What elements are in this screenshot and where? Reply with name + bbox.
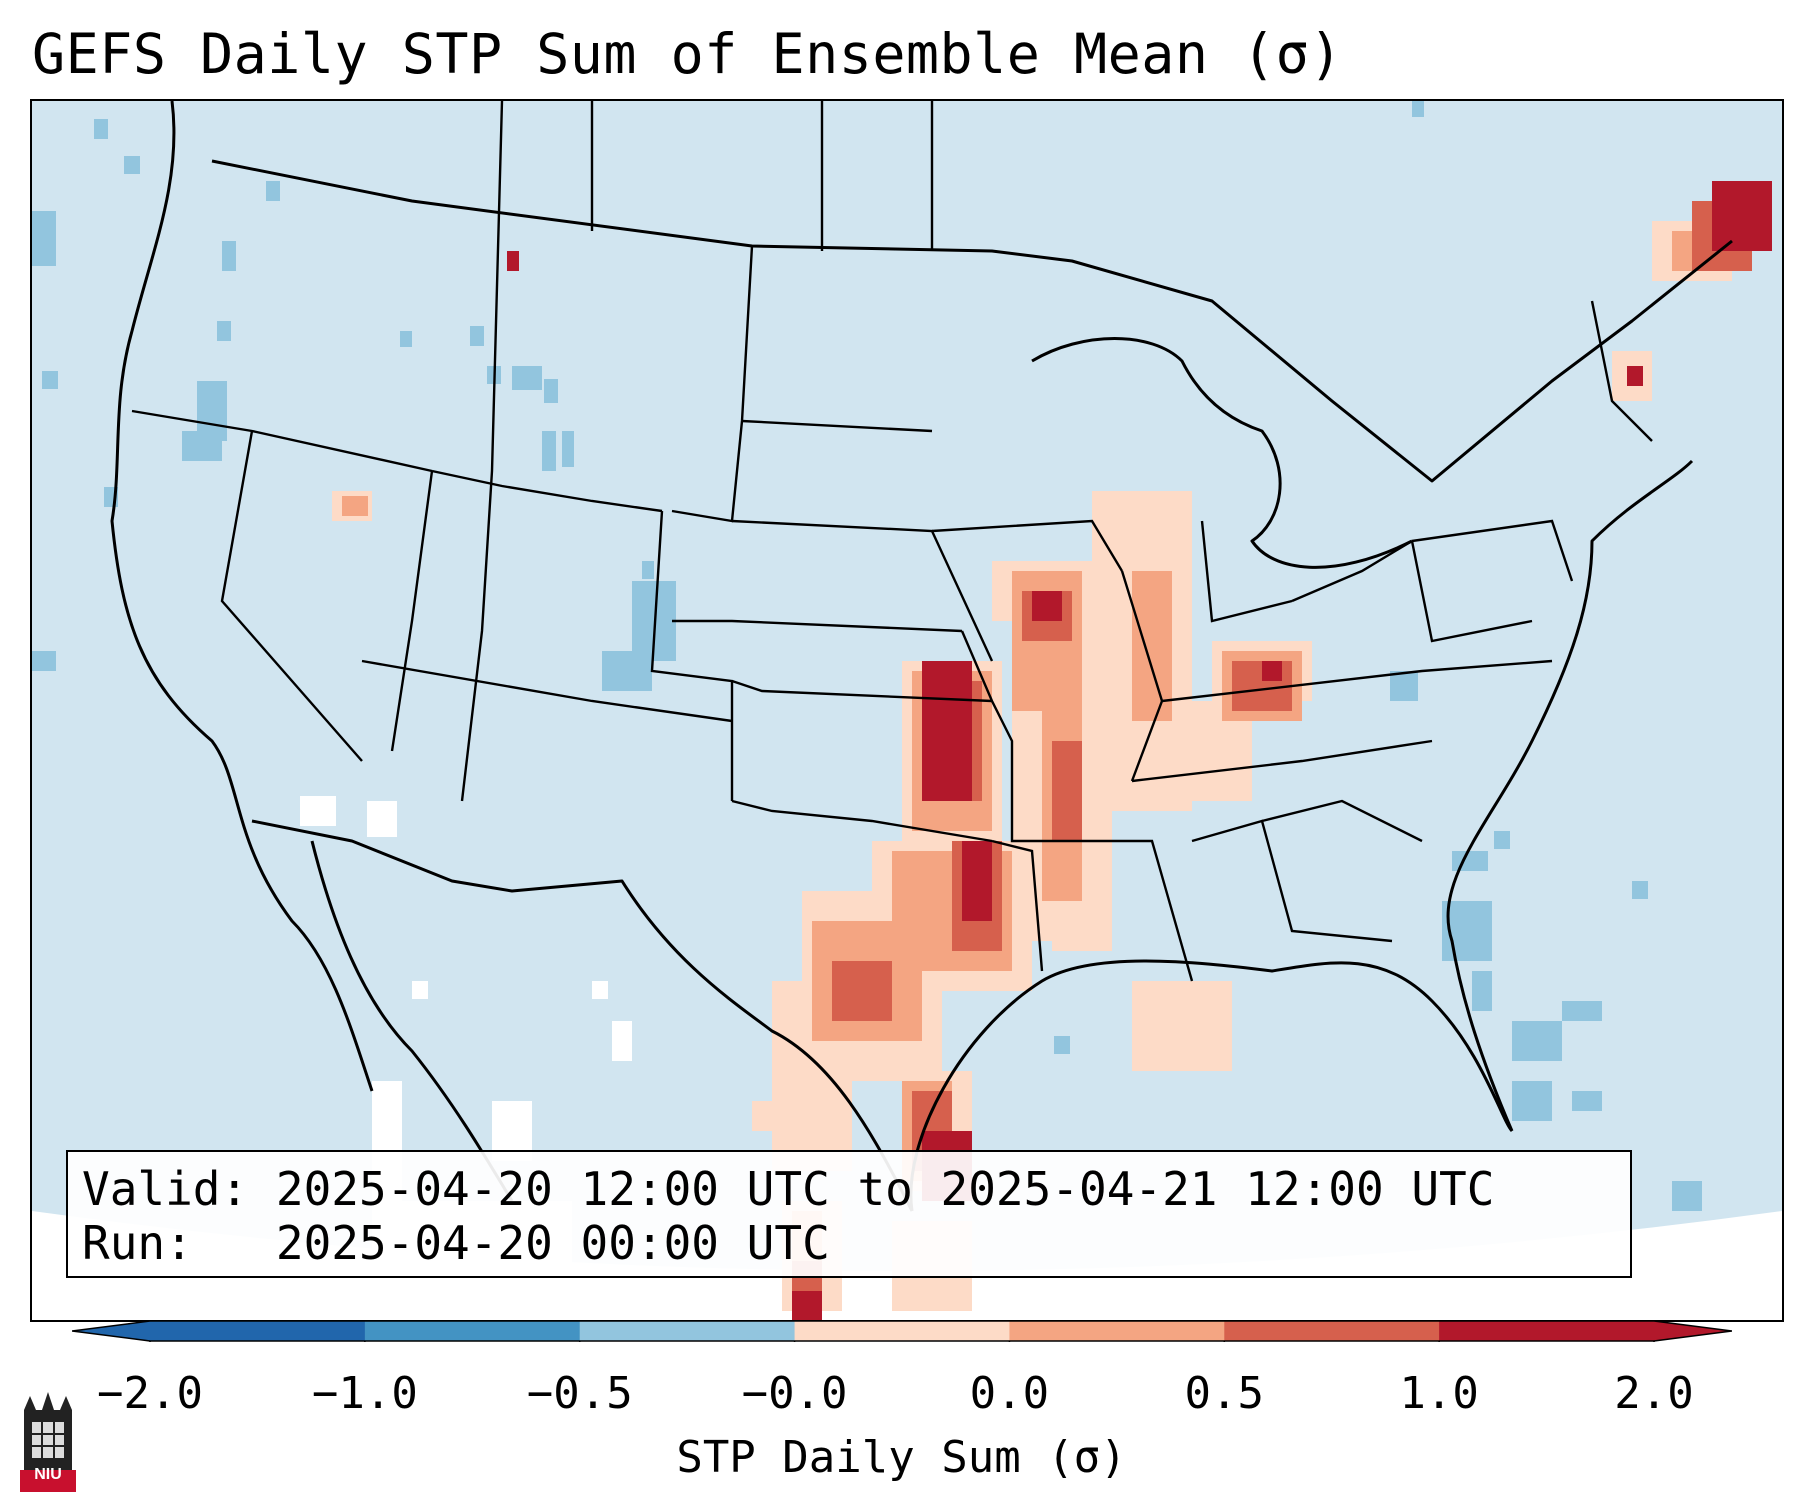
coastlines-and-borders	[110, 101, 1733, 1212]
positive-anomaly-cells	[332, 181, 1772, 1320]
colorbar-tick-label: 1.0	[1399, 1368, 1479, 1419]
great-lakes-outline	[1031, 337, 1413, 569]
colorbar-tick-marks	[149, 1341, 1655, 1342]
colorbar	[72, 1320, 1732, 1342]
colorbar-segment	[150, 1321, 366, 1341]
west-coast-line	[110, 101, 374, 1092]
colorbar-tick-label: 2.0	[1614, 1368, 1694, 1419]
run-value: 2025-04-20 00:00 UTC	[275, 1216, 830, 1270]
map-panel	[30, 99, 1784, 1322]
colorbar-tick-label: −0.0	[741, 1368, 848, 1419]
valid-label: Valid:	[82, 1162, 249, 1216]
east-coast-line	[1446, 459, 1694, 1132]
colorbar-tick-label: 0.5	[1184, 1368, 1265, 1419]
colorbar-tick-label: −1.0	[311, 1368, 418, 1419]
valid-run-info-box: Valid: 2025-04-20 12:00 UTC to 2025-04-2…	[66, 1150, 1632, 1278]
run-label: Run:	[82, 1216, 193, 1270]
us-canada-border	[211, 159, 1733, 483]
colorbar-extend-low	[72, 1321, 150, 1341]
colorbar-segment	[579, 1321, 796, 1341]
valid-value: 2025-04-20 12:00 UTC to 2025-04-21 12:00…	[275, 1162, 1495, 1216]
logo-text: NIU	[34, 1466, 62, 1483]
colorbar-tick-label: −0.5	[526, 1368, 633, 1419]
map-canvas	[32, 101, 1782, 1320]
gulf-coast-line	[909, 959, 1514, 1212]
colorbar-extend-high	[1654, 1321, 1732, 1341]
colorbar-tick-label: 0.0	[969, 1368, 1050, 1419]
colorbar-segment	[364, 1321, 581, 1341]
colorbar-label: STP Daily Sum (σ)	[676, 1432, 1127, 1483]
colorbar-tick-label: −2.0	[97, 1368, 203, 1419]
mexico-border	[251, 819, 914, 1212]
colorbar-segments	[72, 1321, 1732, 1341]
colorbar-segment	[794, 1321, 1010, 1341]
university-tower-icon	[20, 1392, 76, 1492]
colorbar-segment	[1439, 1321, 1655, 1341]
page-title: GEFS Daily STP Sum of Ensemble Mean (σ)	[32, 22, 1343, 86]
colorbar-segment	[1224, 1321, 1440, 1341]
colorbar-segment	[1009, 1321, 1225, 1341]
state-borders	[131, 101, 1653, 982]
